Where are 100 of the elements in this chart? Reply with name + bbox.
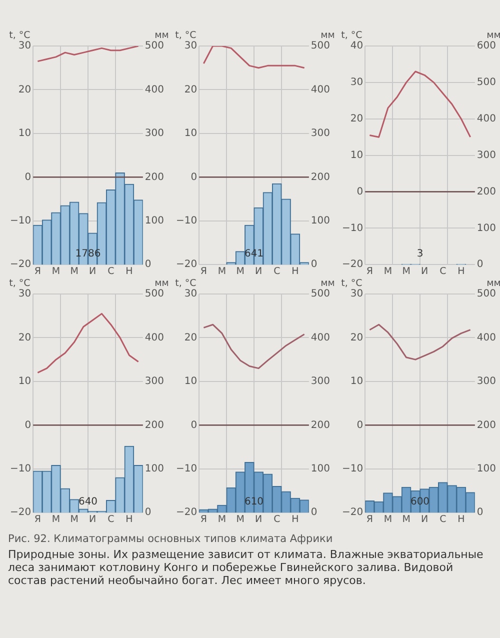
x-tick-label: И [421, 514, 428, 525]
y-tick-label: 30 [184, 288, 198, 300]
y2-tick-label: 200 [476, 186, 496, 198]
y-tick-label: 30 [350, 288, 364, 300]
x-tick-label: М [52, 266, 60, 277]
y2-axis-title: мм [154, 278, 169, 289]
y2-tick-label: 400 [310, 84, 330, 96]
x-tick-label: С [108, 514, 115, 525]
y2-tick-label: 400 [476, 332, 496, 344]
y-tick-label: 10 [350, 150, 364, 161]
y2-tick-label: 100 [144, 215, 164, 226]
y2-tick-label: 0 [310, 259, 318, 270]
annotation: 640 [78, 496, 98, 508]
y2-axis-title: мм [320, 278, 335, 289]
x-tick-label: М [384, 514, 392, 525]
y2-tick-label: 400 [476, 113, 496, 124]
y-tick-label: −20 [342, 259, 364, 270]
x-tick-label: М [218, 266, 226, 277]
y-axis-title: t, °C [341, 30, 363, 41]
y2-tick-label: 200 [144, 172, 164, 183]
y2-tick-label: 0 [144, 259, 152, 270]
y-axis-title: t, °C [9, 278, 31, 289]
y-tick-label: −20 [176, 259, 198, 270]
text: Природные зоны. Их размещение зависит от климата. Влажные экваториальные леса занимают котловину Конго и побережье Гвинейского залива. Видовой состав растений необычайно богат. Лес имеет много ярусов. [8, 548, 484, 587]
y-tick-label: 10 [184, 128, 198, 140]
x-tick-label: М [236, 266, 244, 277]
y-tick-label: 40 [350, 40, 364, 52]
y-tick-label: 0 [24, 172, 32, 183]
y-tick-label: −20 [176, 507, 198, 518]
x-tick-label: Я [34, 266, 41, 277]
x-tick-label: Я [34, 514, 41, 525]
y2-tick-label: 300 [310, 128, 330, 140]
y2-tick-label: 100 [476, 463, 496, 474]
y-tick-label: 0 [190, 420, 198, 431]
y-tick-label: −10 [10, 215, 32, 226]
x-tick-label: М [218, 514, 226, 525]
x-tick-label: Я [200, 266, 207, 277]
y-tick-label: 20 [184, 332, 198, 344]
y2-tick-label: 300 [476, 376, 496, 388]
y-tick-label: 10 [18, 376, 32, 388]
x-tick-label: С [108, 266, 115, 277]
y-tick-label: −10 [10, 463, 32, 474]
y2-tick-label: 500 [476, 288, 496, 300]
y2-tick-label: 200 [310, 420, 330, 431]
annotation: 641 [244, 248, 264, 260]
y-tick-label: 20 [18, 84, 32, 96]
y-tick-label: 10 [18, 128, 32, 140]
y2-tick-label: 100 [476, 222, 496, 234]
x-tick-label: Я [366, 266, 373, 277]
y-tick-label: 20 [184, 84, 198, 96]
y2-tick-label: 0 [144, 507, 152, 518]
y-tick-label: 0 [190, 172, 198, 183]
y-tick-label: 10 [350, 376, 364, 388]
x-tick-label: М [236, 514, 244, 525]
annotation: 610 [244, 496, 264, 508]
y2-tick-label: 200 [310, 172, 330, 183]
x-tick-label: И [255, 266, 262, 277]
y-tick-label: −10 [342, 222, 364, 234]
y2-tick-label: 200 [144, 420, 164, 431]
y-axis-title: t, °C [341, 278, 363, 289]
y2-tick-label: 100 [144, 463, 164, 474]
y-tick-label: −20 [10, 507, 32, 518]
y-tick-label: 0 [356, 186, 364, 198]
y2-tick-label: 500 [476, 77, 496, 88]
y-tick-label: −10 [176, 463, 198, 474]
x-tick-label: Н [458, 266, 465, 277]
x-tick-label: С [274, 266, 281, 277]
y2-tick-label: 300 [476, 150, 496, 161]
y-tick-label: 10 [184, 376, 198, 388]
x-tick-label: М [402, 266, 410, 277]
y2-tick-label: 500 [144, 40, 164, 52]
y2-axis-title: мм [154, 30, 169, 41]
x-tick-label: Я [200, 514, 207, 525]
y2-tick-label: 600 [476, 40, 496, 52]
y-tick-label: −10 [342, 463, 364, 474]
y2-tick-label: 300 [144, 128, 164, 140]
y2-tick-label: 400 [310, 332, 330, 344]
y2-tick-label: 400 [144, 84, 164, 96]
x-tick-label: М [52, 514, 60, 525]
x-tick-label: С [274, 514, 281, 525]
text: Рис. 92. Климатограммы основных типов климата Африки [8, 533, 334, 545]
y-tick-label: 20 [350, 113, 364, 124]
y2-tick-label: 400 [144, 332, 164, 344]
x-tick-label: М [402, 514, 410, 525]
y2-tick-label: 500 [310, 40, 330, 52]
y-tick-label: −20 [342, 507, 364, 518]
y2-axis-title: мм [486, 30, 500, 41]
y2-axis-title: мм [320, 30, 335, 41]
x-tick-label: И [255, 514, 262, 525]
y-tick-label: −10 [176, 215, 198, 226]
y2-tick-label: 0 [476, 507, 484, 518]
y-tick-label: −20 [10, 259, 32, 270]
y2-axis-title: мм [486, 278, 500, 289]
x-tick-label: Н [292, 514, 299, 525]
y-tick-label: 30 [350, 77, 364, 88]
y-tick-label: 20 [18, 332, 32, 344]
x-tick-label: И [421, 266, 428, 277]
y2-tick-label: 500 [310, 288, 330, 300]
y2-tick-label: 100 [310, 463, 330, 474]
x-tick-label: М [70, 266, 78, 277]
